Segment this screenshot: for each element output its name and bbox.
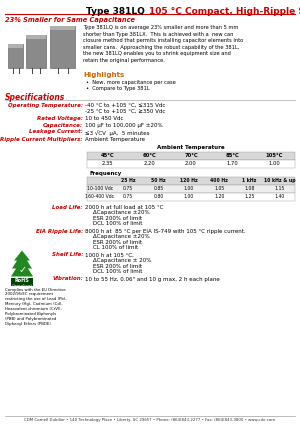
Text: 1.40: 1.40 [275, 194, 285, 199]
Text: 25 Hz: 25 Hz [121, 178, 136, 183]
Text: Operating Temperature:: Operating Temperature: [8, 103, 83, 108]
Text: 1 kHz: 1 kHz [242, 178, 257, 183]
Bar [50, 26, 75, 68]
Text: Shelf Life:: Shelf Life: [52, 252, 83, 258]
Text: 60°C: 60°C [142, 153, 156, 158]
Text: 50 Hz: 50 Hz [151, 178, 166, 183]
Text: 1.00: 1.00 [268, 161, 280, 166]
Text: 10 to 55 Hz, 0.06" and 10 g max, 2 h each plane: 10 to 55 Hz, 0.06" and 10 g max, 2 h eac… [85, 277, 220, 281]
Text: Ambient Temperature: Ambient Temperature [85, 136, 145, 142]
Text: ΔCapacitance ± 20%: ΔCapacitance ± 20% [93, 258, 152, 263]
Text: 1.00: 1.00 [184, 186, 194, 191]
Text: 1.70: 1.70 [227, 161, 239, 166]
Text: Type 381LQ is on average 23% smaller and more than 5 mm
shorter than Type 381LX.: Type 381LQ is on average 23% smaller and… [83, 25, 243, 63]
Text: ΔCapacitance ±20%: ΔCapacitance ±20% [93, 210, 150, 215]
Text: •  Compare to Type 381L: • Compare to Type 381L [86, 86, 150, 91]
Text: -40 °C to +105 °C, ≤315 Vdc
-25 °C to +105 °C, ≥350 Vdc: -40 °C to +105 °C, ≤315 Vdc -25 °C to +1… [85, 103, 165, 114]
Text: Vibration:: Vibration: [52, 277, 83, 281]
Text: CL 100% of limit: CL 100% of limit [93, 245, 138, 250]
Text: Specifications: Specifications [5, 93, 65, 102]
Text: ΔCapacitance ±20%: ΔCapacitance ±20% [93, 234, 150, 239]
Text: 1.15: 1.15 [274, 186, 285, 191]
Text: ESR 200% of limit: ESR 200% of limit [93, 240, 142, 244]
Text: ✓: ✓ [19, 264, 27, 275]
Text: 45°C: 45°C [101, 153, 115, 158]
Bar [87, 184, 295, 193]
Text: 105 °C Compact, High-Ripple Snap-in: 105 °C Compact, High-Ripple Snap-in [149, 7, 300, 16]
Text: ≤3 √CV  μA,  5 minutes: ≤3 √CV μA, 5 minutes [85, 130, 149, 136]
Bar [26, 35, 46, 68]
Text: 160-400 Vdc: 160-400 Vdc [85, 194, 115, 199]
Text: 2.00: 2.00 [185, 161, 197, 166]
Text: Rated Voltage:: Rated Voltage: [37, 116, 83, 121]
Bar [87, 193, 295, 201]
Text: RoHS: RoHS [15, 278, 29, 283]
Text: 0.85: 0.85 [153, 186, 164, 191]
Text: 1000 h at 105 °C,: 1000 h at 105 °C, [85, 252, 134, 258]
Text: Leakage Current:: Leakage Current: [29, 130, 83, 134]
Text: DCL 100% of limit: DCL 100% of limit [93, 269, 142, 274]
Text: 400 Hz: 400 Hz [210, 178, 228, 183]
Text: Capacitance:: Capacitance: [43, 122, 83, 128]
Bar [87, 159, 295, 167]
Text: 2000 h at full load at 105 °C: 2000 h at full load at 105 °C [85, 204, 164, 210]
Text: 85°C: 85°C [226, 153, 239, 158]
Text: 10 to 450 Vdc: 10 to 450 Vdc [85, 116, 124, 121]
Text: 1.00: 1.00 [184, 194, 194, 199]
Text: 10 kHz & up: 10 kHz & up [264, 178, 296, 183]
Bar [50, 26, 75, 30]
Bar [26, 35, 46, 39]
Text: 2.35: 2.35 [102, 161, 114, 166]
Text: Frequency: Frequency [89, 170, 121, 176]
Text: 2.20: 2.20 [143, 161, 155, 166]
Text: Complies with the EU Directive
2002/95/EC requirement
restricting the use of Lea: Complies with the EU Directive 2002/95/E… [5, 287, 67, 326]
Text: 1.20: 1.20 [214, 194, 224, 199]
Text: ESR 200% of limit: ESR 200% of limit [93, 215, 142, 221]
Polygon shape [11, 250, 33, 277]
Text: 1.08: 1.08 [244, 186, 255, 191]
Text: 1.25: 1.25 [244, 194, 255, 199]
Text: 0.75: 0.75 [123, 186, 133, 191]
Text: DCL 100% of limit: DCL 100% of limit [93, 221, 142, 226]
Text: 120 Hz: 120 Hz [180, 178, 198, 183]
Text: Type 381LQ: Type 381LQ [86, 7, 148, 16]
Bar [11, 278, 33, 286]
Text: 8000 h at  85 °C per EIA IS-749 with 105 °C ripple current.: 8000 h at 85 °C per EIA IS-749 with 105 … [85, 229, 246, 233]
Text: 105°C: 105°C [266, 153, 283, 158]
Text: 100 μF to 100,000 μF ±20%: 100 μF to 100,000 μF ±20% [85, 122, 163, 128]
Bar [8, 44, 23, 48]
Text: EIA Ripple Life:: EIA Ripple Life: [36, 229, 83, 233]
Text: 10-100 Vdc: 10-100 Vdc [87, 186, 113, 191]
Text: 0.75: 0.75 [123, 194, 133, 199]
Text: Ripple Current Multipliers:: Ripple Current Multipliers: [0, 136, 83, 142]
Bar [87, 176, 295, 184]
Text: Compliant: Compliant [11, 283, 33, 287]
Text: 0.80: 0.80 [153, 194, 164, 199]
Text: 70°C: 70°C [184, 153, 198, 158]
Text: 1.05: 1.05 [214, 186, 224, 191]
Text: CDM Cornell Dubilier • 140 Technology Place • Liberty, SC 29657 • Phone: (864)84: CDM Cornell Dubilier • 140 Technology Pl… [24, 418, 276, 422]
Text: ESR 200% of limit: ESR 200% of limit [93, 264, 142, 269]
Text: 23% Smaller for Same Capacitance: 23% Smaller for Same Capacitance [5, 17, 135, 23]
Text: Highlights: Highlights [83, 72, 124, 78]
Text: Ambient Temperature: Ambient Temperature [157, 145, 225, 150]
Bar [8, 44, 23, 68]
Text: Load Life:: Load Life: [52, 204, 83, 210]
Bar [87, 151, 295, 159]
Text: •  New, more capacitance per case: • New, more capacitance per case [86, 80, 176, 85]
